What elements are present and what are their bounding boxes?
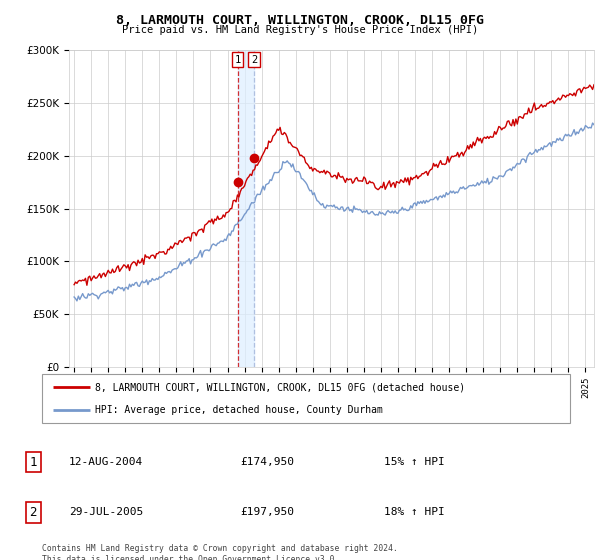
Text: 8, LARMOUTH COURT, WILLINGTON, CROOK, DL15 0FG (detached house): 8, LARMOUTH COURT, WILLINGTON, CROOK, DL… <box>95 382 465 393</box>
Text: £197,950: £197,950 <box>240 507 294 517</box>
Text: 15% ↑ HPI: 15% ↑ HPI <box>384 457 445 467</box>
Text: 29-JUL-2005: 29-JUL-2005 <box>69 507 143 517</box>
Text: £174,950: £174,950 <box>240 457 294 467</box>
Text: 1: 1 <box>235 55 241 65</box>
Bar <box>238 50 254 367</box>
Text: 1: 1 <box>29 455 37 469</box>
Text: 18% ↑ HPI: 18% ↑ HPI <box>384 507 445 517</box>
FancyBboxPatch shape <box>42 374 570 423</box>
Text: 2: 2 <box>29 506 37 519</box>
Text: Price paid vs. HM Land Registry's House Price Index (HPI): Price paid vs. HM Land Registry's House … <box>122 25 478 35</box>
Text: 8, LARMOUTH COURT, WILLINGTON, CROOK, DL15 0FG: 8, LARMOUTH COURT, WILLINGTON, CROOK, DL… <box>116 14 484 27</box>
Text: HPI: Average price, detached house, County Durham: HPI: Average price, detached house, Coun… <box>95 405 383 416</box>
Text: 12-AUG-2004: 12-AUG-2004 <box>69 457 143 467</box>
Text: 2: 2 <box>251 55 257 65</box>
Text: Contains HM Land Registry data © Crown copyright and database right 2024.
This d: Contains HM Land Registry data © Crown c… <box>42 544 398 560</box>
